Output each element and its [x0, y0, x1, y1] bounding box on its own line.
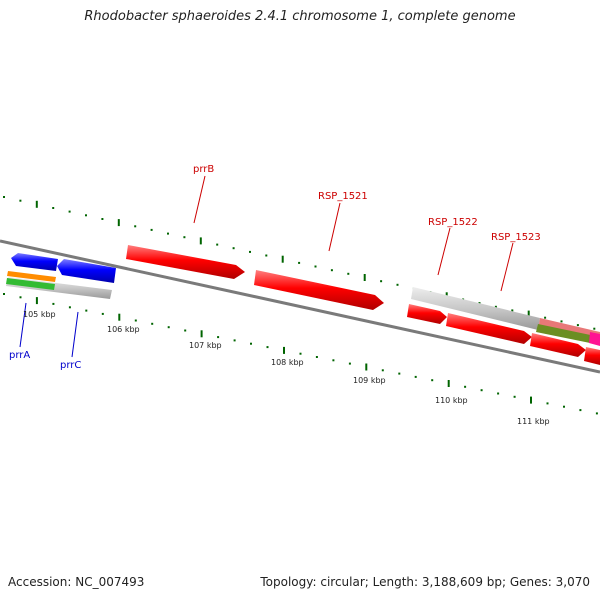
genome-backbone — [0, 239, 600, 374]
map-title: Rhodobacter sphaeroides 2.4.1 chromosome… — [84, 9, 516, 24]
red-gene-right-a — [530, 333, 586, 357]
rsp1522-label: RSP_1522 — [428, 217, 478, 228]
rsp1523-leader — [500, 242, 514, 292]
green-feature-bar — [6, 278, 55, 290]
tick-row-top — [3, 196, 596, 330]
rsp1523-label: RSP_1523 — [491, 232, 541, 243]
rsp1522-gene — [407, 304, 447, 324]
prrc-leader — [71, 311, 79, 358]
olive-feature-bar — [536, 324, 600, 345]
kbp-label-105: 105 kbp — [23, 310, 56, 319]
magenta-feature-bar — [589, 332, 600, 346]
kbp-label-106: 106 kbp — [107, 325, 140, 334]
kbp-label-109: 109 kbp — [353, 376, 386, 385]
kbp-label-110: 110 kbp — [435, 396, 468, 405]
accession-text: Accession: NC_007493 — [8, 575, 145, 589]
orange-feature-bar — [7, 271, 56, 282]
prra-label: prrA — [9, 350, 30, 361]
kbp-label-108: 108 kbp — [271, 358, 304, 367]
kbp-label-111: 111 kbp — [517, 417, 550, 426]
red-gene-right-b — [584, 347, 600, 365]
prrb-leader — [193, 175, 206, 224]
prrc-label: prrC — [60, 360, 81, 371]
rsp1523-gene — [446, 313, 532, 344]
rsp1521-gene — [254, 270, 384, 310]
rsp1522-gray-feature — [411, 287, 540, 330]
prra-gene — [11, 253, 58, 271]
tick-row-bottom — [3, 293, 598, 415]
kbp-label-107: 107 kbp — [189, 341, 222, 350]
prrb-gene — [126, 245, 245, 279]
rsp1522-leader — [437, 227, 451, 276]
genome-summary: Topology: circular; Length: 3,188,609 bp… — [260, 575, 590, 589]
rsp1521-leader — [328, 202, 341, 252]
prrc-gene — [57, 259, 116, 283]
prra-leader — [19, 302, 27, 348]
rsp1521-label: RSP_1521 — [318, 191, 368, 202]
prrb-label: prrB — [193, 164, 214, 175]
